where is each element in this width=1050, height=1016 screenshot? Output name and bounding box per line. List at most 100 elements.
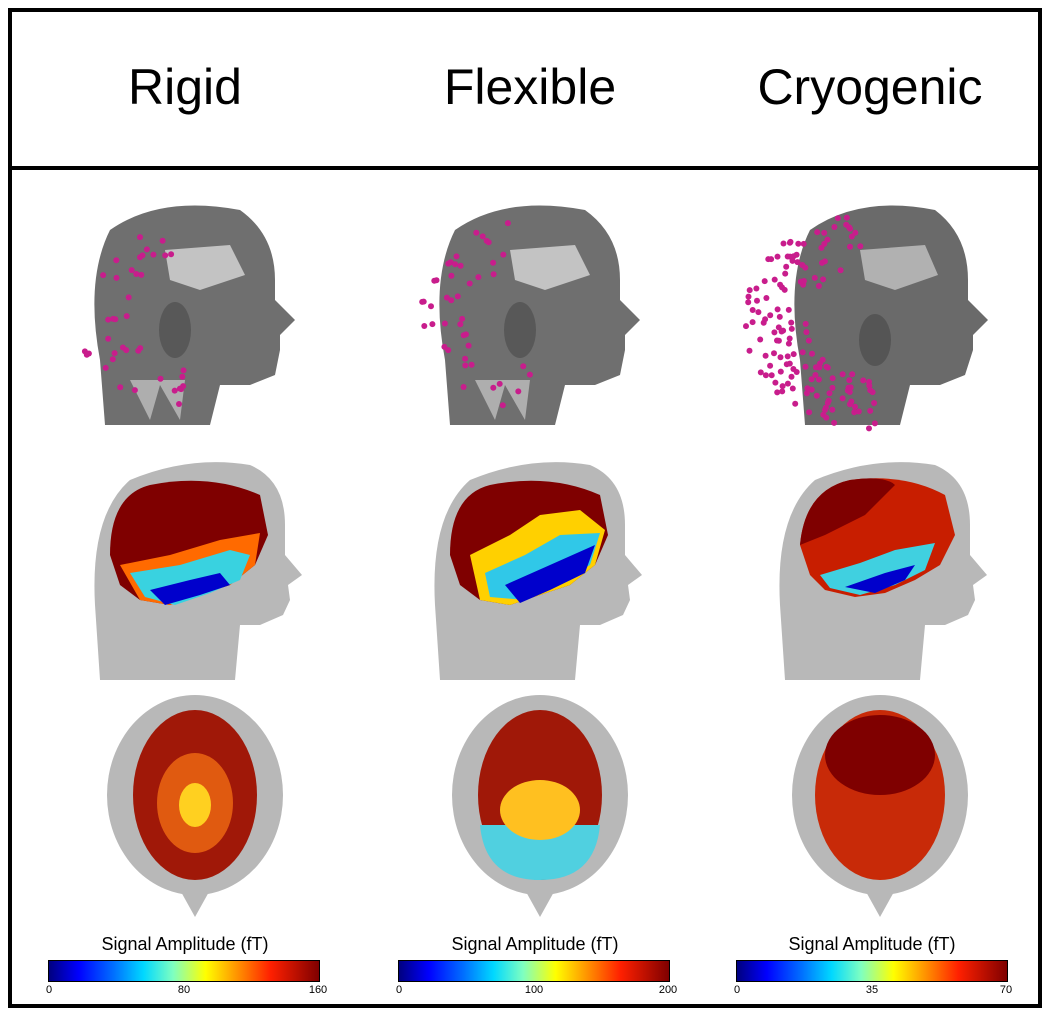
colorbar-title-cryogenic: Signal Amplitude (fT) xyxy=(788,934,956,954)
sensor-dot xyxy=(462,362,469,369)
flexible-top-map xyxy=(452,695,628,917)
sensor-dot xyxy=(457,321,464,328)
sensor-dot xyxy=(445,260,452,267)
colorbar-title-rigid: Signal Amplitude (fT) xyxy=(101,934,269,954)
sensor-dot xyxy=(846,377,853,384)
sensor-dot xyxy=(821,240,828,247)
sensor-dot xyxy=(419,298,426,305)
sensor-dot xyxy=(757,336,764,343)
sensor-dot xyxy=(855,408,862,415)
sensor-dot xyxy=(779,388,786,395)
sensor-dot xyxy=(829,406,836,413)
sensor-dots xyxy=(81,234,187,407)
sensor-dot xyxy=(453,253,460,260)
sensor-dot xyxy=(804,385,811,392)
colorbar-tick: 100 xyxy=(524,984,544,996)
sensor-dot xyxy=(749,319,756,326)
sensor-dot xyxy=(775,337,782,344)
sensor-dot xyxy=(465,342,472,349)
sensor-dot xyxy=(831,224,838,230)
sensor-dot xyxy=(452,261,459,268)
sensor-dot xyxy=(479,233,486,240)
sensor-dots xyxy=(743,214,878,432)
sensor-dot xyxy=(460,384,467,390)
sensor-dot xyxy=(814,229,821,236)
sensor-dot xyxy=(867,407,874,414)
field-map-top xyxy=(825,715,935,795)
sensor-dot xyxy=(799,349,806,356)
sensor-dot xyxy=(757,369,764,376)
sensor-dot xyxy=(802,320,809,327)
sensor-dot xyxy=(128,267,135,274)
sensor-dot xyxy=(753,285,760,292)
field-map-min xyxy=(845,565,915,593)
sensor-dot xyxy=(774,253,781,260)
field-map-center xyxy=(179,783,211,827)
sensor-dot xyxy=(762,316,769,323)
sensor-dot xyxy=(788,319,795,326)
sensor-dot xyxy=(176,401,182,407)
colorbar-tick: 0 xyxy=(733,984,741,996)
sensor-dot xyxy=(871,420,878,427)
sensor-dot xyxy=(473,229,480,236)
sensor-dot xyxy=(782,270,789,277)
ear xyxy=(159,302,191,358)
sensor-dot xyxy=(786,360,793,367)
sensor-dot xyxy=(792,400,799,407)
sensor-dot xyxy=(171,387,178,394)
sensor-dot xyxy=(496,380,503,387)
cryogenic-top-map xyxy=(792,695,968,917)
sensor-dot xyxy=(133,271,140,277)
sensor-dot xyxy=(421,323,428,329)
head-mesh xyxy=(439,205,640,425)
sensor-dot xyxy=(806,409,813,416)
column-title-rigid: Rigid xyxy=(128,59,242,115)
sensor-dot xyxy=(105,335,112,342)
sensor-dot xyxy=(851,409,858,416)
sensor-dot xyxy=(824,364,831,371)
sensor-dot xyxy=(762,352,769,359)
sensor-dot xyxy=(788,325,795,332)
sensor-dot xyxy=(767,362,774,369)
cryogenic-lateral-map xyxy=(779,462,987,680)
sensor-dot xyxy=(150,251,157,258)
sensor-dot xyxy=(749,307,756,313)
sensor-dot xyxy=(845,384,852,391)
sensor-dot xyxy=(805,337,812,344)
sensor-dot xyxy=(462,355,469,362)
colorbar-title-flexible: Signal Amplitude (fT) xyxy=(451,934,619,954)
sensor-dot xyxy=(448,297,455,304)
sensor-dot xyxy=(746,347,753,354)
sensor-dot xyxy=(843,214,850,221)
sensor-dot xyxy=(117,384,124,391)
sensor-dot xyxy=(105,316,112,323)
sensor-dot xyxy=(457,262,464,269)
sensor-dot xyxy=(779,284,785,291)
sensor-dot xyxy=(813,392,820,399)
header-divider xyxy=(8,166,1042,170)
sensor-dot xyxy=(763,295,770,301)
sensor-dot xyxy=(829,375,836,382)
sensor-dot xyxy=(826,390,833,397)
sensor-dot xyxy=(831,419,838,426)
scalp-highlight xyxy=(860,245,938,290)
sensor-dot xyxy=(811,274,818,281)
sensor-dot xyxy=(454,293,461,300)
sensor-dot xyxy=(837,267,844,274)
colorbar-flexible xyxy=(398,960,670,982)
sensor-dot xyxy=(771,276,778,283)
sensor-dot xyxy=(795,240,802,247)
head-mesh xyxy=(794,205,988,425)
sensor-dot xyxy=(774,306,781,313)
sensor-dot xyxy=(803,329,810,336)
sensor-dot xyxy=(819,356,826,363)
sensor-dot xyxy=(102,364,109,371)
sensor-dot xyxy=(137,345,144,352)
sensor-dot xyxy=(860,377,867,384)
sensor-dot xyxy=(137,234,143,241)
sensor-dot xyxy=(857,243,864,250)
sensor-dot xyxy=(777,354,784,361)
sensor-dot xyxy=(790,366,797,372)
sensor-dot xyxy=(813,364,819,371)
sensor-dot xyxy=(762,372,769,379)
